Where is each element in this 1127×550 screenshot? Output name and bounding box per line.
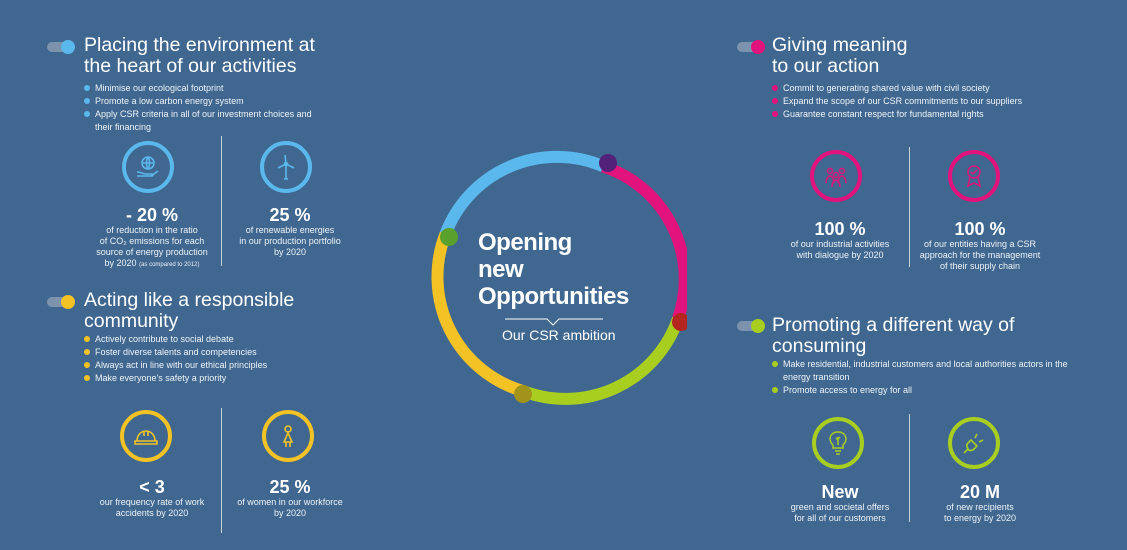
meaning-stat-dialogue: 100 % of our industrial activities with … — [770, 219, 910, 261]
community-stat-accidents: < 3 our frequency rate of work accidents… — [82, 477, 222, 519]
stat-value: 100 % — [814, 219, 866, 239]
woman-icon — [262, 410, 314, 462]
award-medal-icon — [948, 150, 1000, 202]
ring-segment-yellow — [431, 232, 525, 397]
hard-hat-icon — [120, 410, 172, 462]
ring-segment-blue — [439, 150, 606, 237]
people-group-icon — [810, 150, 862, 202]
environment-stat-emissions: - 20 % of reduction in the ratio of CO₂ … — [82, 205, 222, 271]
list-item: Foster diverse talents and competencies — [84, 346, 324, 359]
community-stat-women: 25 % of women in our workforce by 2020 — [222, 477, 358, 519]
list-item: Actively contribute to social debate — [84, 333, 324, 346]
list-item: Make residential, industrial customers a… — [772, 358, 1072, 384]
community-toggle-icon — [47, 295, 75, 309]
consuming-bullet-list: Make residential, industrial customers a… — [772, 358, 1072, 397]
divider — [909, 414, 910, 522]
ring-dot-purple — [599, 154, 617, 172]
globe-in-hand-icon — [122, 141, 174, 193]
ring-dot-green — [440, 228, 458, 246]
meaning-toggle-icon — [737, 40, 765, 54]
environment-bullet-list: Minimise our ecological footprint Promot… — [84, 82, 324, 134]
consuming-stat-offers: New green and societal offers for all of… — [770, 482, 910, 524]
stat-value: - 20 % — [125, 205, 179, 225]
list-item: Expand the scope of our CSR commitments … — [772, 95, 1072, 108]
divider — [221, 408, 222, 533]
community-bullet-list: Actively contribute to social debate Fos… — [84, 333, 324, 385]
leaf-bulb-icon — [812, 417, 864, 469]
stat-value: New — [821, 482, 859, 502]
list-item: Commit to generating shared value with c… — [772, 82, 1072, 95]
wind-turbine-icon — [260, 141, 312, 193]
stat-note: (as compared to 2012) — [139, 262, 200, 268]
ring-segment-green — [520, 316, 684, 405]
stat-value: 25 % — [269, 477, 311, 497]
list-item: Promote a low carbon energy system — [84, 95, 324, 108]
consuming-toggle-icon — [737, 319, 765, 333]
meaning-heading: Giving meaning to our action — [772, 34, 908, 77]
stat-value: 25 % — [269, 205, 311, 225]
divider — [221, 136, 222, 266]
page-title: Opening new Opportunities — [478, 229, 629, 310]
stat-value: 100 % — [954, 219, 1006, 239]
ring-dot-olive — [514, 385, 532, 403]
ring-segment-magenta — [601, 160, 687, 321]
page-subtitle: Our CSR ambition — [502, 327, 616, 343]
community-heading: Acting like a responsible community — [84, 289, 295, 332]
divider — [909, 147, 910, 267]
stat-value: 20 M — [959, 482, 1001, 502]
environment-stat-renewables: 25 % of renewable energies in our produc… — [222, 205, 358, 258]
ring-dot-red — [672, 313, 687, 331]
list-item: Minimise our ecological footprint — [84, 82, 324, 95]
meaning-bullet-list: Commit to generating shared value with c… — [772, 82, 1072, 121]
list-item: Guarantee constant respect for fundament… — [772, 108, 1072, 121]
subtitle-bracket — [505, 318, 603, 326]
list-item: Always act in line with our ethical prin… — [84, 359, 324, 372]
environment-toggle-icon — [47, 40, 75, 54]
consuming-heading: Promoting a different way of consuming — [772, 314, 1015, 357]
list-item: Apply CSR criteria in all of our investm… — [84, 108, 324, 134]
power-plug-icon — [948, 417, 1000, 469]
list-item: Make everyone's safety a priority — [84, 372, 324, 385]
stat-value: < 3 — [139, 477, 165, 497]
meaning-stat-supply-chain: 100 % of our entities having a CSR appro… — [910, 219, 1050, 272]
csr-ring — [431, 150, 687, 405]
consuming-stat-recipients: 20 M of new recipients to energy by 2020 — [910, 482, 1050, 524]
environment-heading: Placing the environment at the heart of … — [84, 34, 315, 77]
list-item: Promote access to energy for all — [772, 384, 1072, 397]
